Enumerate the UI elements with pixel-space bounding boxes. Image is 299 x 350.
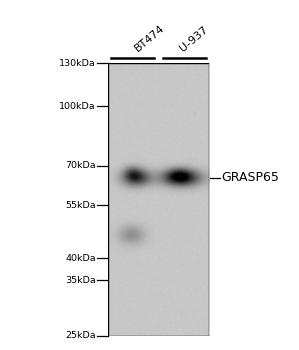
Text: 35kDa: 35kDa (65, 276, 96, 285)
Text: 70kDa: 70kDa (65, 161, 96, 170)
Text: 40kDa: 40kDa (65, 254, 96, 262)
Text: 55kDa: 55kDa (65, 201, 96, 210)
Text: 100kDa: 100kDa (59, 102, 96, 111)
Text: BT474: BT474 (133, 22, 167, 53)
Text: 130kDa: 130kDa (59, 58, 96, 68)
Text: 25kDa: 25kDa (65, 331, 96, 341)
Text: U-937: U-937 (178, 24, 210, 53)
Text: GRASP65: GRASP65 (221, 171, 279, 184)
